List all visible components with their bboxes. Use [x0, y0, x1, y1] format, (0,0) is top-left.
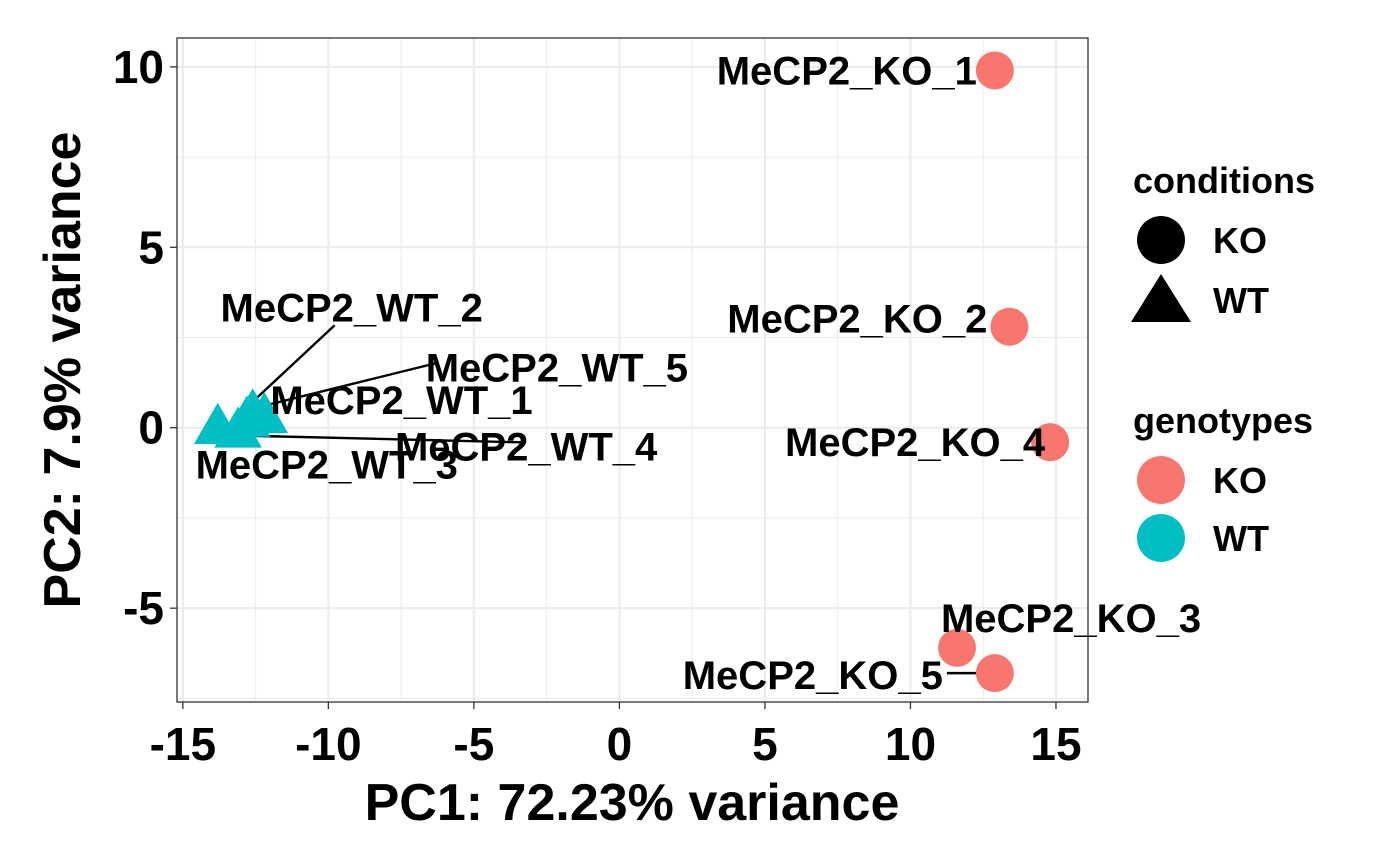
legend-key-circle	[1137, 216, 1185, 264]
y-tick-label: 0	[138, 402, 164, 454]
point-label: MeCP2_WT_2	[221, 286, 483, 330]
legend-item-label: WT	[1213, 280, 1269, 321]
point-wt-triangle	[223, 395, 271, 437]
x-tick-label: 10	[885, 718, 936, 770]
point-label: MeCP2_KO_4	[785, 421, 1046, 465]
point-label: MeCP2_WT_4	[395, 425, 658, 469]
y-tick-label: 5	[138, 221, 164, 273]
point-label: MeCP2_WT_3	[196, 444, 458, 488]
x-tick-label: -5	[453, 718, 494, 770]
y-axis-title: PC2: 7.9% variance	[34, 132, 92, 609]
point-label: MeCP2_KO_5	[683, 654, 943, 698]
point-ko-circle	[1031, 423, 1070, 462]
x-tick-label: -15	[150, 718, 216, 770]
label-connector	[245, 324, 336, 409]
point-label: MeCP2_WT_5	[426, 347, 688, 391]
point-labels: MeCP2_KO_1 MeCP2_KO_2 MeCP2_KO_3 MeCP2_KO_4…	[196, 49, 1201, 698]
data-points	[193, 51, 1070, 693]
x-tick-label: -10	[295, 718, 361, 770]
point-ko-circle	[938, 628, 977, 667]
x-tick-label: 0	[607, 718, 633, 770]
y-tick-label: -5	[123, 582, 164, 634]
x-axis-title: PC1: 72.23% variance	[365, 774, 900, 832]
legend-key-color	[1137, 456, 1185, 504]
point-label: MeCP2_KO_1	[717, 49, 977, 93]
x-tick-label: 15	[1030, 718, 1081, 770]
x-tick-label: 5	[752, 718, 778, 770]
point-ko-circle	[975, 51, 1014, 90]
legend-item-label: KO	[1213, 220, 1267, 261]
grid-lines	[177, 38, 1088, 702]
label-connector	[232, 434, 523, 444]
point-ko-circle	[975, 654, 1014, 693]
legend-title-genotypes: genotypes	[1133, 400, 1313, 441]
legend: conditions KO WT genotypes KO WT	[1131, 160, 1315, 562]
axis-ticks: -15 -10 -5 0 5 10 15 -5 0 5 10	[113, 41, 1082, 770]
legend-item-label: KO	[1213, 460, 1267, 501]
panel-border	[176, 37, 1089, 703]
y-tick-label: 10	[113, 41, 164, 93]
legend-key-triangle	[1131, 274, 1191, 322]
point-label: MeCP2_KO_2	[727, 298, 987, 342]
point-label: MeCP2_KO_3	[941, 597, 1201, 641]
point-ko-circle	[990, 307, 1029, 346]
point-label: MeCP2_WT_1	[270, 379, 532, 423]
legend-title-conditions: conditions	[1133, 160, 1315, 201]
legend-key-color	[1137, 514, 1185, 562]
legend-item-label: WT	[1213, 518, 1269, 559]
label-connector	[260, 361, 440, 408]
